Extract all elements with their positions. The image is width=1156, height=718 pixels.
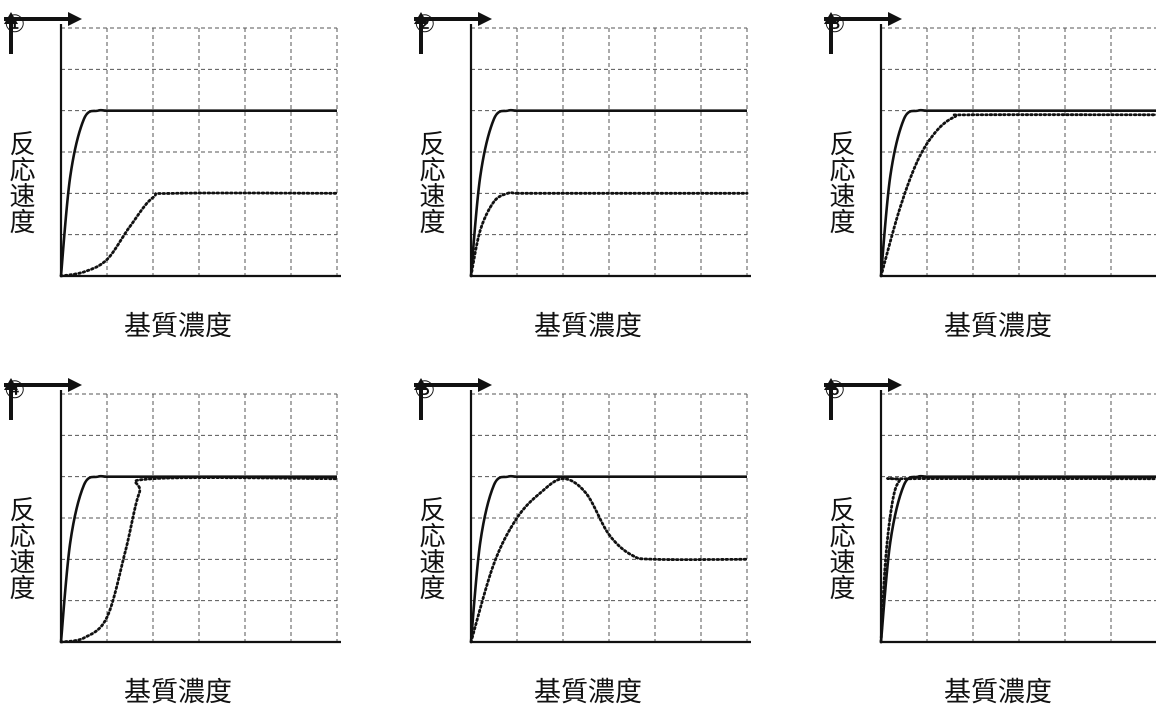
series-line-dotted [879, 477, 1156, 644]
y-axis-label: 反応速度 [415, 130, 445, 234]
chart-panel-1: ① 反応速度 基質濃度 [4, 12, 341, 352]
series-line-solid [879, 474, 1156, 643]
chart-panel-6: ⑥ 反応速度 基質濃度 [824, 378, 1156, 718]
chart-panel-5: ⑤ 反応速度 基質濃度 [414, 378, 751, 718]
y-axis-label: 反応速度 [825, 496, 855, 600]
series-line-dotted [59, 191, 339, 278]
series-line-dotted [469, 477, 749, 644]
x-axis-label: 基質濃度 [124, 311, 232, 342]
plot-area [879, 24, 1156, 278]
y-axis-label: 反応速度 [5, 496, 35, 600]
right-arrow-icon [414, 378, 492, 392]
right-arrow-icon [4, 378, 82, 392]
y-axis-label: 反応速度 [5, 130, 35, 234]
chart-panel-4: ④ 反応速度 基質濃度 [4, 378, 341, 718]
right-arrow-icon [414, 12, 492, 26]
plot-area [469, 390, 751, 644]
y-axis-label: 反応速度 [825, 130, 855, 234]
chart-panel-3: ③ 反応速度 基質濃度 [824, 12, 1156, 352]
series-line-dotted [879, 113, 1156, 278]
series-line-solid [469, 474, 747, 643]
x-axis-label: 基質濃度 [534, 311, 642, 342]
series-line-solid [879, 108, 1156, 277]
plot-area [469, 24, 751, 278]
series-line-solid [59, 108, 337, 277]
x-axis-label: 基質濃度 [124, 677, 232, 708]
series-line-dotted [469, 191, 749, 278]
right-arrow-icon [824, 12, 902, 26]
chart-panel-2: ② 反応速度 基質濃度 [414, 12, 751, 352]
plot-area [59, 24, 341, 278]
right-arrow-icon [4, 12, 82, 26]
series-line-dotted [59, 476, 339, 644]
plot-area [59, 390, 341, 644]
y-axis-label: 反応速度 [415, 496, 445, 600]
right-arrow-icon [824, 378, 902, 392]
x-axis-label: 基質濃度 [534, 677, 642, 708]
x-axis-label: 基質濃度 [944, 677, 1052, 708]
x-axis-label: 基質濃度 [944, 311, 1052, 342]
series-line-solid [469, 108, 747, 277]
plot-area [879, 390, 1156, 644]
